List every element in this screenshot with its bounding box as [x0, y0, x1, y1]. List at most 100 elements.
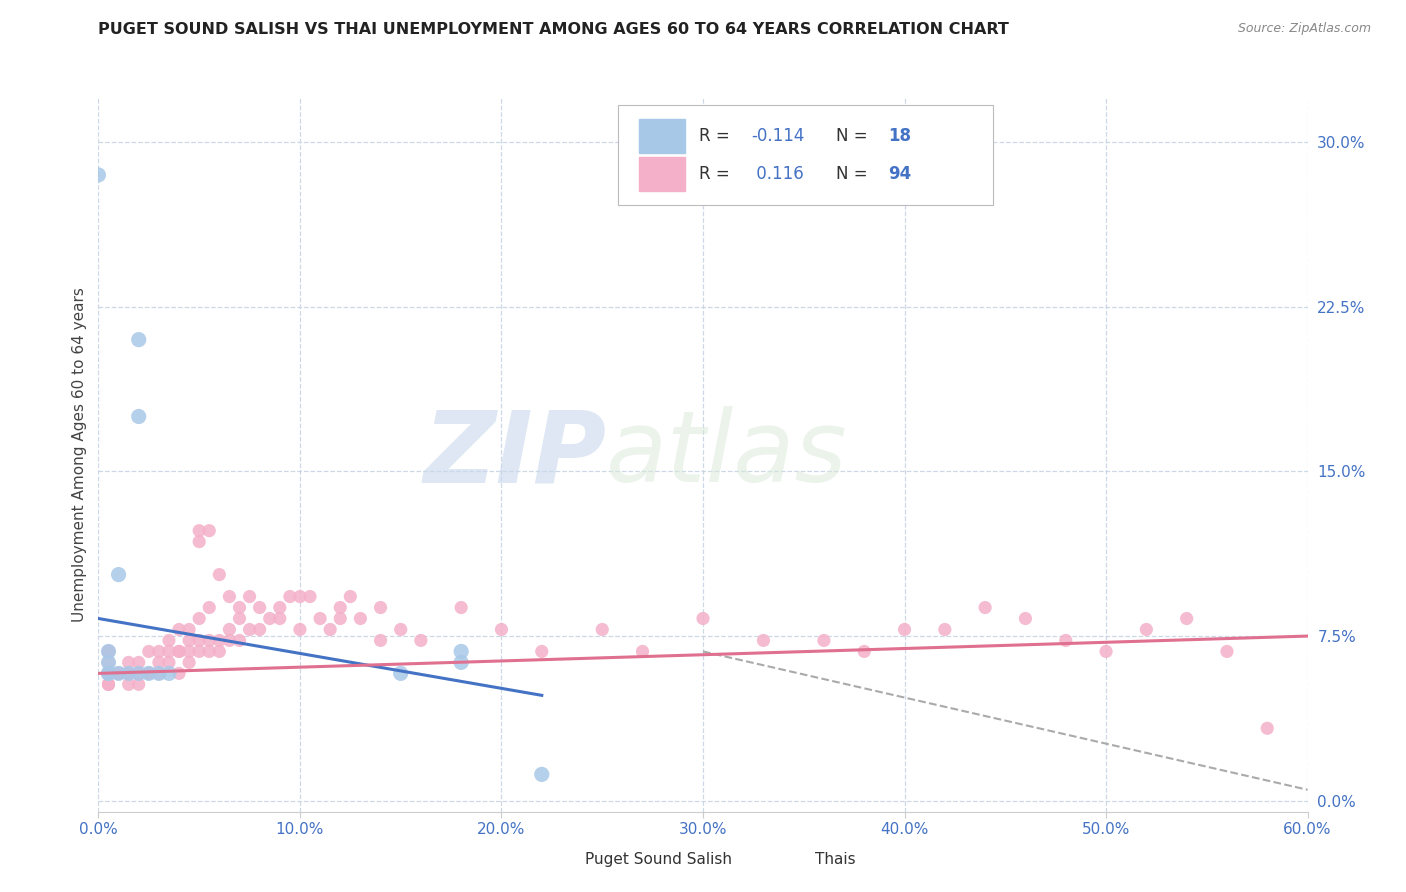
Point	[309, 611, 332, 625]
Point	[259, 611, 281, 625]
Point	[389, 666, 412, 681]
Point	[409, 633, 432, 648]
Point	[278, 590, 301, 604]
Point	[128, 666, 150, 681]
Text: -0.114: -0.114	[751, 127, 804, 145]
Point	[198, 524, 221, 538]
Text: N =: N =	[837, 165, 873, 183]
Point	[974, 600, 997, 615]
Point	[228, 611, 250, 625]
Text: PUGET SOUND SALISH VS THAI UNEMPLOYMENT AMONG AGES 60 TO 64 YEARS CORRELATION CH: PUGET SOUND SALISH VS THAI UNEMPLOYMENT …	[98, 22, 1010, 37]
Point	[208, 567, 231, 582]
Point	[198, 600, 221, 615]
Text: 0.116: 0.116	[751, 165, 804, 183]
Text: 18: 18	[889, 127, 911, 145]
Point	[97, 666, 120, 681]
Point	[107, 666, 129, 681]
Point	[288, 590, 311, 604]
Bar	[638, 119, 685, 153]
Point	[339, 590, 361, 604]
Point	[118, 677, 141, 691]
Point	[107, 567, 129, 582]
Point	[198, 633, 221, 648]
Point	[157, 656, 180, 670]
Point	[1256, 721, 1278, 735]
Point	[118, 666, 141, 681]
Point	[450, 600, 472, 615]
Point	[752, 633, 775, 648]
Point	[157, 644, 180, 658]
Point	[249, 623, 271, 637]
Text: 94: 94	[889, 165, 911, 183]
Point	[188, 524, 211, 538]
Point	[87, 168, 110, 182]
Point	[1054, 633, 1077, 648]
Point	[97, 666, 120, 681]
Point	[148, 666, 170, 681]
Point	[208, 633, 231, 648]
Point	[893, 623, 915, 637]
Point	[218, 590, 240, 604]
Point	[157, 633, 180, 648]
Point	[1135, 623, 1157, 637]
Point	[148, 666, 170, 681]
Point	[1175, 611, 1198, 625]
Point	[167, 623, 190, 637]
Point	[97, 677, 120, 691]
Point	[530, 644, 553, 658]
Point	[128, 656, 150, 670]
Point	[97, 644, 120, 658]
Point	[692, 611, 714, 625]
Point	[813, 633, 835, 648]
Point	[107, 666, 129, 681]
Text: R =: R =	[699, 165, 741, 183]
Point	[97, 656, 120, 670]
Point	[128, 409, 150, 424]
Point	[491, 623, 513, 637]
Point	[188, 633, 211, 648]
Point	[530, 767, 553, 781]
Point	[167, 644, 190, 658]
Point	[370, 633, 392, 648]
Text: atlas: atlas	[606, 407, 848, 503]
Text: R =: R =	[699, 127, 735, 145]
Point	[299, 590, 322, 604]
Point	[138, 644, 160, 658]
Point	[97, 644, 120, 658]
Point	[934, 623, 956, 637]
Point	[118, 666, 141, 681]
Text: Puget Sound Salish: Puget Sound Salish	[585, 852, 731, 867]
Point	[218, 633, 240, 648]
Point	[228, 633, 250, 648]
Text: Thais: Thais	[815, 852, 856, 867]
Point	[97, 656, 120, 670]
Point	[177, 623, 201, 637]
Point	[228, 600, 250, 615]
Point	[450, 656, 472, 670]
Point	[118, 666, 141, 681]
Point	[148, 644, 170, 658]
Point	[329, 600, 352, 615]
Point	[188, 611, 211, 625]
Point	[118, 656, 141, 670]
Point	[631, 644, 654, 658]
Bar	[769, 848, 803, 871]
Point	[107, 666, 129, 681]
Point	[128, 677, 150, 691]
Point	[138, 666, 160, 681]
Point	[97, 677, 120, 691]
Point	[138, 666, 160, 681]
Point	[319, 623, 342, 637]
Point	[288, 623, 311, 637]
Point	[349, 611, 371, 625]
Point	[188, 534, 211, 549]
Point	[167, 644, 190, 658]
FancyBboxPatch shape	[619, 105, 993, 205]
Text: ZIP: ZIP	[423, 407, 606, 503]
Point	[249, 600, 271, 615]
Point	[853, 644, 876, 658]
Point	[239, 623, 262, 637]
Point	[591, 623, 613, 637]
Point	[97, 666, 120, 681]
Point	[97, 677, 120, 691]
